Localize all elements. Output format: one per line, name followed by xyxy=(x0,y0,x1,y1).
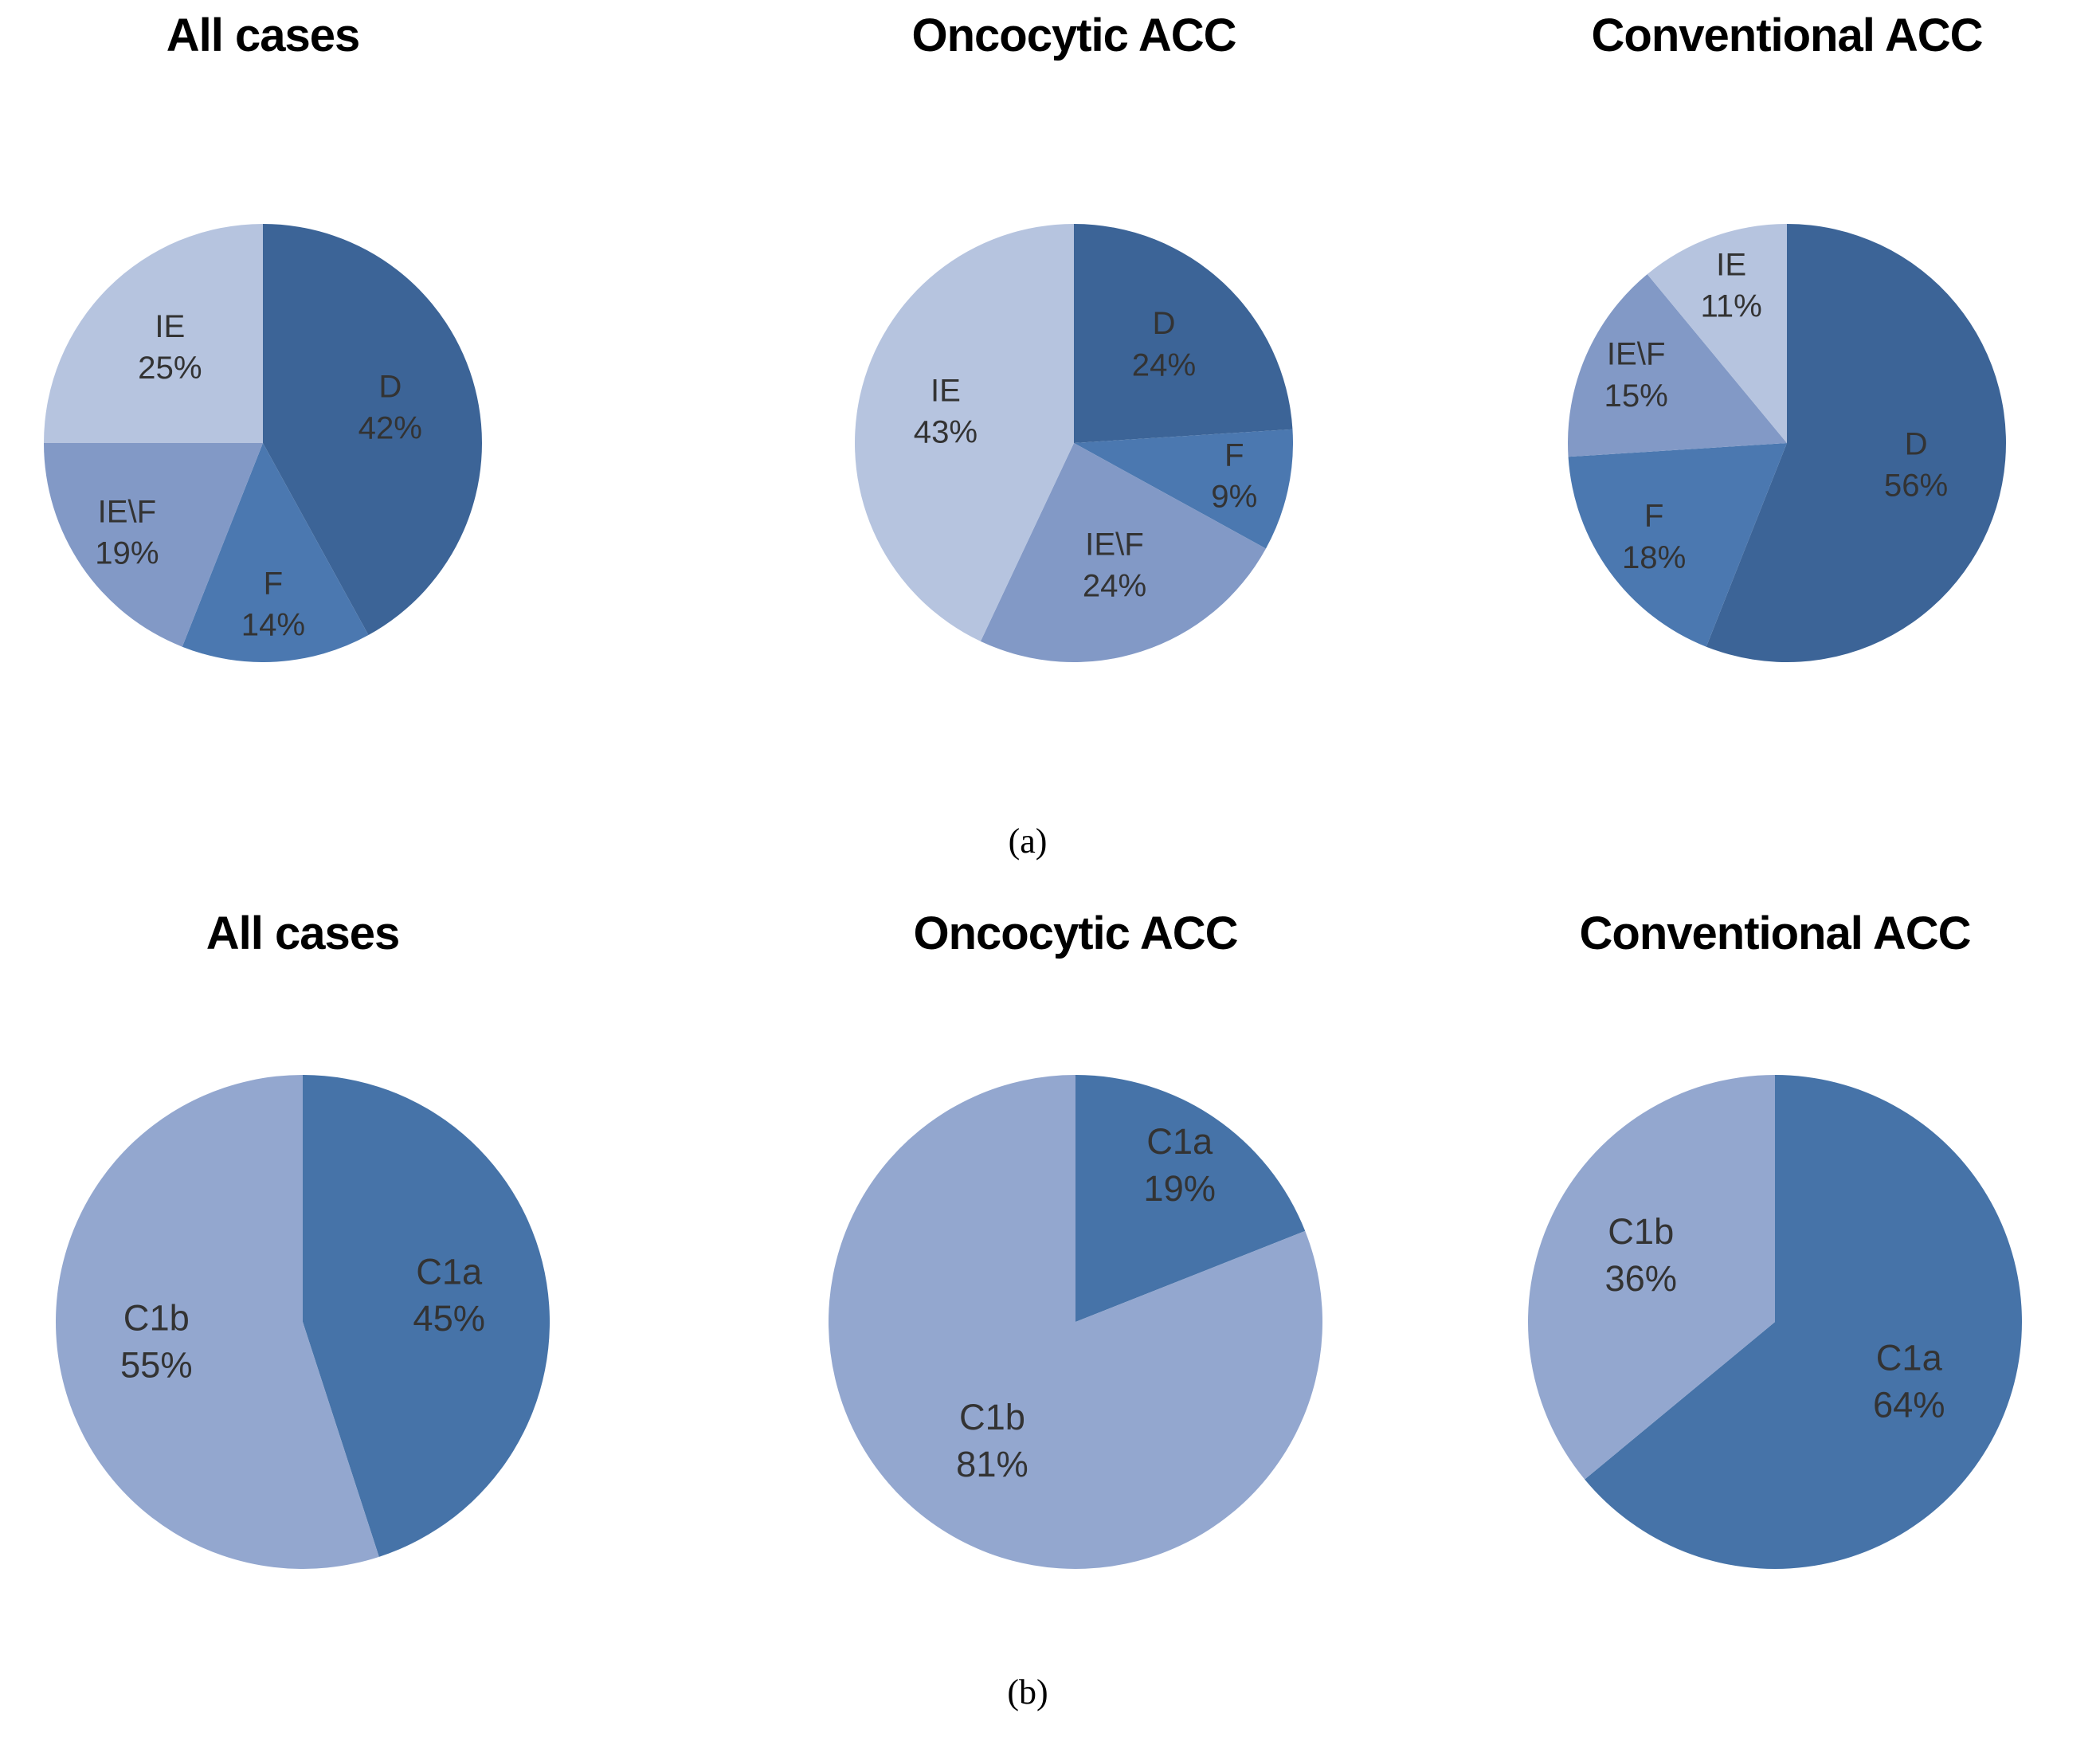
panel-a-caption: (a) xyxy=(1008,822,1048,861)
pie-slice xyxy=(980,443,1266,662)
pie-slice-label: F 14% xyxy=(241,565,305,642)
pie-slice xyxy=(1585,1075,2022,1569)
pie-chart-a-oncocytic-acc: D 24% F 9% IE\F 24% IE 43% xyxy=(855,224,1293,662)
chart-title: All cases xyxy=(166,10,361,61)
pie-slice xyxy=(829,1075,1322,1569)
pie-chart-a-all-cases: D 42% F 14% IE\F 19% IE 25% xyxy=(44,224,482,662)
pie-slice xyxy=(1075,1075,1306,1322)
pie-slice-label: IE 11% xyxy=(1700,246,1761,324)
chart-cell-a-conventional-acc: Conventional ACC D 56% F 18% IE\F 15% IE 11% xyxy=(1438,0,2100,662)
pie-chart-b-conventional-acc: C1a 64% C1b 36% xyxy=(1528,1075,2022,1569)
chart-cell-b-oncocytic-acc: Oncocytic ACC C1a 19% C1b 81% xyxy=(725,898,1426,1569)
pie-slice-label: C1b 55% xyxy=(120,1297,193,1385)
chart-title: Oncocytic ACC xyxy=(913,908,1238,959)
pie-slice-label: D 56% xyxy=(1884,425,1948,503)
chart-cell-a-all-cases: All cases D 42% F 14% IE\F 19% IE 25% xyxy=(0,0,613,662)
pie-slice xyxy=(1528,1075,1775,1480)
pie-slice-label: IE\F 19% xyxy=(95,493,159,571)
chart-title: Oncocytic ACC xyxy=(911,10,1236,61)
chart-cell-b-conventional-acc: Conventional ACC C1a 64% C1b 36% xyxy=(1426,898,2100,1569)
chart-title: Conventional ACC xyxy=(1579,908,1972,959)
chart-cell-a-oncocytic-acc: Oncocytic ACC D 24% F 9% IE\F 24% IE 43% xyxy=(723,0,1424,662)
pie-slice xyxy=(303,1075,550,1557)
panel-b-row: All cases C1a 45% C1b 55% Oncocytic ACC C1a… xyxy=(0,898,2100,1569)
pie-slice xyxy=(1074,224,1293,443)
pie-slice xyxy=(1647,224,1787,443)
pie-slice xyxy=(263,224,482,635)
pie-slice-label: F 9% xyxy=(1211,437,1257,514)
pie-slice xyxy=(1568,274,1787,457)
pie-slice xyxy=(1074,429,1293,549)
pie-slice-label: C1a 45% xyxy=(413,1251,485,1339)
chart-title: All cases xyxy=(206,908,401,959)
chart-cell-b-all-cases: All cases C1a 45% C1b 55% xyxy=(0,898,653,1569)
panel-b-caption: (b) xyxy=(1007,1673,1048,1712)
pie-slice xyxy=(1568,443,1787,647)
pie-slice-label: C1b 81% xyxy=(956,1397,1028,1484)
pie-slice xyxy=(44,443,263,647)
pie-slice-label: IE\F 24% xyxy=(1083,526,1146,603)
pie-slice-label: C1a 64% xyxy=(1873,1338,1945,1425)
pie-slice xyxy=(1706,224,2006,662)
pie-slice-label: D 24% xyxy=(1132,305,1196,382)
pie-slice-label: F 18% xyxy=(1622,498,1686,575)
pie-slice-label: IE 43% xyxy=(914,373,978,450)
pie-slice-label: D 42% xyxy=(358,368,422,445)
pie-slice xyxy=(44,224,263,443)
pie-slice-label: C1b 36% xyxy=(1604,1211,1677,1299)
pie-chart-b-all-cases: C1a 45% C1b 55% xyxy=(56,1075,550,1569)
pie-slice-label: C1a 19% xyxy=(1143,1121,1216,1209)
pie-slice xyxy=(855,224,1074,641)
chart-title: Conventional ACC xyxy=(1591,10,1984,61)
pie-slice xyxy=(56,1075,379,1569)
pie-slice-label: IE 25% xyxy=(138,308,202,386)
panel-a-row: All cases D 42% F 14% IE\F 19% IE 25% Oncocytic… xyxy=(0,0,2100,662)
pie-slice-label: IE\F 15% xyxy=(1604,336,1668,414)
pie-chart-a-conventional-acc: D 56% F 18% IE\F 15% IE 11% xyxy=(1568,224,2006,662)
pie-chart-b-oncocytic-acc: C1a 19% C1b 81% xyxy=(829,1075,1322,1569)
pie-slice xyxy=(182,443,369,662)
